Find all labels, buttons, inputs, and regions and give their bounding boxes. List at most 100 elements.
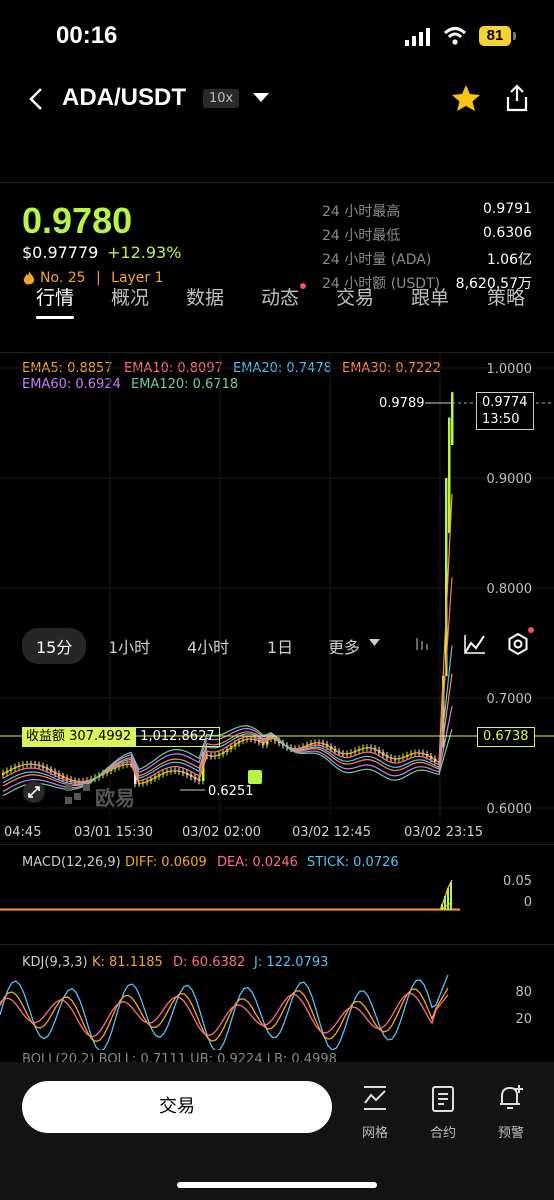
- flame-icon: [23, 271, 35, 285]
- contract-label[interactable]: 合约: [429, 1126, 456, 1141]
- divider: [0, 844, 554, 845]
- high-marker: 0.9789: [379, 396, 425, 411]
- rank-separator: |: [95, 270, 101, 286]
- divider: [0, 352, 554, 353]
- bell-plus-icon[interactable]: [497, 1083, 527, 1111]
- cost-price-tag: 0.6738: [477, 727, 535, 747]
- grid-icon[interactable]: [362, 1085, 388, 1111]
- rank-tag[interactable]: No. 25 | Layer 1: [40, 270, 164, 286]
- macd-y-label: 0: [523, 895, 532, 910]
- macd-stick: STICK: 0.0726: [307, 855, 399, 870]
- interval-15m[interactable]: 15分: [22, 628, 87, 664]
- tab-trade[interactable]: 交易: [336, 287, 375, 309]
- y-axis-label: 0.8000: [486, 582, 533, 597]
- status-time: 00:16: [56, 22, 118, 49]
- fullscreen-icon[interactable]: [22, 780, 46, 804]
- status-bar: 00:16 81: [0, 0, 554, 70]
- macd-chart[interactable]: [0, 870, 554, 940]
- tab-underline: [36, 316, 74, 319]
- news-dot: [300, 283, 306, 289]
- price-chart[interactable]: [0, 352, 554, 822]
- watermark: 欧易: [95, 786, 135, 810]
- chevron-down-icon[interactable]: [253, 93, 269, 103]
- stat-label: 24 小时量 (ADA): [322, 252, 432, 268]
- x-axis-label: 03/02 02:00: [182, 825, 262, 840]
- battery-icon: 81: [479, 26, 511, 46]
- interval-bar: 15分 1小时 4小时 1日 更多: [0, 312, 554, 664]
- divider: [0, 182, 554, 183]
- buy-marker[interactable]: [248, 770, 262, 784]
- ema-lines: [2, 493, 453, 797]
- tab-copy[interactable]: 跟单: [411, 287, 450, 309]
- macd-dea: DEA: 0.0246: [217, 855, 298, 870]
- kdj-y-label: 80: [515, 985, 532, 1000]
- ema60-label: EMA60: 0.6924: [22, 377, 121, 392]
- stat-label: 24 小时最低: [322, 228, 401, 244]
- x-axis-label: 03/02 23:15: [404, 825, 484, 840]
- stat-value: 1.06亿: [486, 252, 532, 268]
- tab-strategy[interactable]: 策略: [487, 287, 526, 309]
- tab-market[interactable]: 行情: [36, 287, 75, 309]
- leverage-badge: 10x: [203, 89, 240, 108]
- kdj-k: K: 81.1185: [92, 955, 163, 970]
- chart-style-icon[interactable]: [415, 636, 429, 652]
- layer-tag: Layer 1: [111, 270, 164, 286]
- interval-more[interactable]: 更多: [328, 638, 361, 657]
- kdj-chart[interactable]: [0, 975, 554, 1050]
- low-marker: 0.6251: [208, 784, 254, 799]
- okx-logo-icon: [65, 784, 90, 804]
- current-price: 0.9774: [482, 395, 528, 410]
- countdown: 13:50: [482, 412, 520, 427]
- divider: [0, 944, 554, 945]
- y-axis-label: 0.7000: [486, 692, 533, 707]
- tab-bar: 行情 概况 数据 动态 交易 跟单 策略: [0, 140, 554, 319]
- pnl-tag[interactable]: 收益额 307.4992 1,012.8627: [22, 727, 220, 747]
- settings-icon[interactable]: [506, 632, 530, 656]
- contract-icon[interactable]: [430, 1085, 456, 1113]
- y-axis-label: 0.9000: [486, 472, 533, 487]
- interval-1d[interactable]: 1日: [267, 638, 294, 657]
- kdj-title: KDJ(9,3,3): [22, 955, 88, 970]
- macd-y-label: 0.05: [503, 874, 532, 889]
- more-chevron-icon[interactable]: [369, 639, 380, 647]
- macd-title: MACD(12,26,9): [22, 855, 121, 870]
- x-axis-label: 04:45: [4, 825, 42, 840]
- pnl-value: 1,012.8627: [135, 727, 220, 747]
- x-axis-label: 03/02 12:45: [292, 825, 372, 840]
- share-icon[interactable]: [504, 84, 530, 112]
- pnl-label: 收益额 307.4992: [22, 727, 136, 747]
- stat-value: 8,620.57万: [455, 276, 532, 292]
- rank-value: No. 25: [40, 270, 86, 286]
- wifi-icon: [443, 27, 467, 45]
- alert-label[interactable]: 预警: [497, 1126, 524, 1141]
- settings-dot: [528, 627, 534, 633]
- kdj-y-label: 20: [515, 1012, 532, 1027]
- battery-tip: [513, 32, 516, 40]
- y-axis-label: 1.0000: [486, 362, 533, 377]
- current-price-tag: 0.9774 13:50: [476, 392, 534, 430]
- tab-news[interactable]: 动态: [261, 287, 300, 309]
- signal-icon: [405, 28, 430, 46]
- macd-diff: DIFF: 0.0609: [125, 855, 207, 870]
- usd-price: $0.97779: [22, 243, 99, 262]
- grid-label[interactable]: 网格: [361, 1126, 388, 1141]
- kdj-j: J: 122.0793: [254, 955, 329, 970]
- tab-overview[interactable]: 概况: [111, 287, 150, 309]
- interval-1h[interactable]: 1小时: [108, 638, 151, 657]
- star-icon[interactable]: [451, 84, 481, 112]
- indicator-icon[interactable]: [463, 633, 487, 655]
- stat-label: 24 小时额 (USDT): [322, 276, 441, 292]
- kdj-d: D: 60.6382: [173, 955, 246, 970]
- stat-value: 0.6306: [483, 225, 532, 241]
- last-price: 0.9780: [22, 200, 133, 241]
- tab-data[interactable]: 数据: [186, 287, 225, 309]
- stat-value: 0.9791: [483, 201, 532, 217]
- price-change: +12.93%: [107, 243, 182, 262]
- interval-4h[interactable]: 4小时: [187, 638, 230, 657]
- back-icon[interactable]: [27, 86, 45, 112]
- trade-button[interactable]: 交易: [22, 1081, 332, 1133]
- ema120-label: EMA120: 0.6718: [131, 377, 239, 392]
- pair-title[interactable]: ADA/USDT: [62, 84, 186, 111]
- home-indicator: [177, 1182, 377, 1188]
- stat-label: 24 小时最高: [322, 204, 401, 220]
